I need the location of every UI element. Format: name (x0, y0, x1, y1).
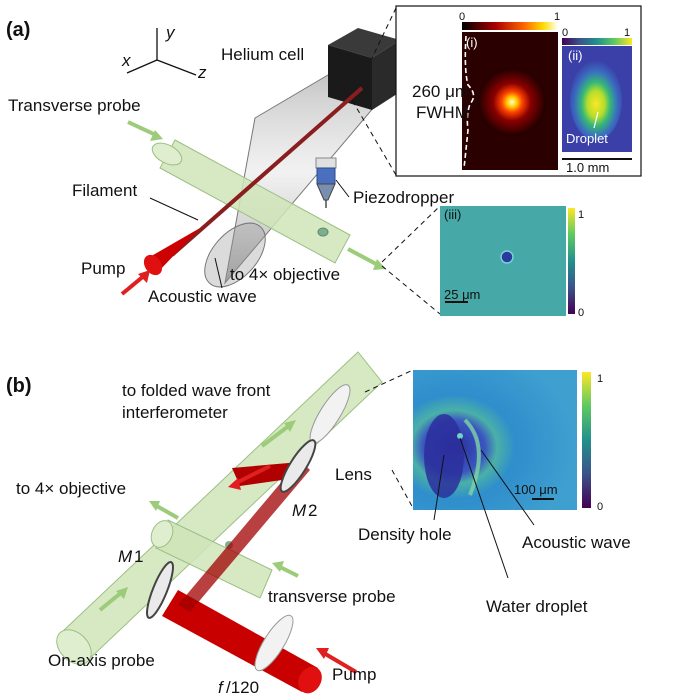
mirror-m2 (279, 439, 317, 493)
transverse-probe-beam-a (151, 139, 351, 264)
acoustic-ring (463, 418, 481, 496)
axis-z-label: z (197, 63, 207, 82)
filament-label: Filament (72, 181, 137, 200)
interferometer-line1: to folded wave front (122, 381, 271, 400)
fwhm-value: 260 μm (412, 82, 469, 101)
lens-label: Lens (335, 465, 372, 484)
density-hole-leader (433, 454, 445, 521)
piezodropper-label: Piezodropper (353, 188, 454, 207)
inset-i-profile (463, 35, 475, 169)
focal-f: f (218, 678, 225, 697)
m2-index: 2 (308, 501, 317, 520)
inset-ii-tag: (ii) (568, 48, 582, 63)
helium-cell-label: Helium cell (221, 45, 304, 64)
inset-ii-scalebar-label: 1.0 mm (566, 160, 609, 175)
pump-arrow-a (120, 273, 147, 296)
m2-letter: M (292, 501, 307, 520)
inset-iii-tag: (iii) (444, 207, 461, 222)
inset-b-scale-min: 0 (597, 501, 603, 513)
m1-letter: M (118, 547, 133, 566)
zoom-line-b-2 (391, 469, 414, 509)
helium-cell-tube (204, 61, 381, 288)
zoom-line-iii-2 (381, 265, 441, 315)
inset-i-scale-min: 0 (459, 11, 465, 23)
acoustic-leader-a (214, 257, 223, 289)
piezodropper-device (315, 157, 337, 208)
interferometer-arrow-head (284, 420, 296, 432)
density-hole-label: Density hole (358, 525, 452, 544)
objective-label-b: to 4× objective (16, 479, 126, 498)
inset-ii-scale-max: 1 (624, 27, 630, 39)
inset-iii-colorbar (568, 208, 575, 314)
transverse-probe-label: Transverse probe (8, 96, 141, 115)
pump-cone-a (143, 228, 200, 276)
objective-arrow-head-b (149, 501, 160, 511)
objective-arrow-b (154, 503, 179, 520)
transverse-probe-label-b: transverse probe (268, 587, 396, 606)
interferometer-line2: interferometer (122, 403, 228, 422)
zoom-line-iii-1 (381, 205, 441, 263)
focal-rest: /120 (226, 678, 259, 697)
on-axis-arrow-head (116, 587, 128, 599)
interferometer-arrow (260, 423, 292, 448)
on-axis-probe-beam (56, 351, 383, 665)
pump-arrow-head-b (316, 648, 329, 659)
filament-line (170, 86, 364, 257)
mirror-m1 (146, 561, 174, 619)
helium-cell-block (328, 28, 400, 110)
zoom-line-top-2 (351, 99, 397, 176)
piezodropper-leader (335, 179, 350, 198)
on-axis-arrow (98, 590, 124, 612)
fwhm-label: FWHM (416, 103, 469, 122)
acoustic-wave-label-b: Acoustic wave (522, 533, 631, 552)
inset-i-colorbar (462, 22, 558, 30)
objective-label-a: to 4× objective (230, 265, 340, 284)
inset-b-droplet (457, 433, 463, 439)
filament-leader (149, 197, 199, 221)
acoustic-wave-leader-b (480, 449, 535, 526)
pump-label-a: Pump (81, 259, 125, 278)
droplet-label: Droplet (566, 131, 608, 146)
on-axis-probe-label: On-axis probe (48, 651, 155, 670)
acoustic-wave-label-a: Acoustic wave (148, 287, 257, 306)
probe-in-arrow-head (150, 130, 163, 141)
pump-beam-b (162, 460, 322, 694)
droplet-leader (593, 111, 599, 129)
inset-iii-droplet (500, 250, 514, 264)
inset-b-scale-max: 1 (597, 373, 603, 385)
probe-out-arrow (347, 247, 379, 267)
zoom-line-top-1 (371, 7, 397, 59)
inset-iii-scale-max: 1 (578, 209, 584, 221)
transverse-arrow-head-b (272, 561, 284, 572)
pump-label-b: Pump (332, 665, 376, 684)
inset-ii-droplet-map (570, 60, 622, 140)
inset-i-hot-spot (478, 68, 546, 136)
pump-arrow-head-a (138, 270, 150, 283)
panel-a-label: (a) (6, 19, 30, 41)
water-droplet-label: Water droplet (486, 597, 588, 616)
inset-iii-scalebar-label: 25 μm (444, 287, 480, 302)
m1-index: 1 (134, 547, 143, 566)
panel-b-label: (b) (6, 375, 32, 397)
inset-b-colorbar (582, 372, 591, 508)
inset-ii-scale-min: 0 (562, 27, 568, 39)
inset-ii-colorbar (562, 38, 632, 45)
inset-b-scalebar-label: 100 μm (514, 482, 558, 497)
inset-i-tag: (i) (466, 35, 478, 50)
inset-iii-scale-min: 0 (578, 307, 584, 319)
inset-i-scale-max: 1 (554, 11, 560, 23)
pump-arrow-b (320, 650, 358, 674)
axes-triad (126, 28, 197, 76)
water-droplet-leader (459, 437, 509, 579)
pump-return-arrow (233, 464, 271, 486)
lens-f120 (254, 614, 294, 672)
axis-x-label: x (121, 51, 131, 70)
probe-in-arrow (127, 120, 159, 138)
axis-y-label: y (165, 23, 176, 42)
pump-return-arrow-head (228, 478, 241, 490)
